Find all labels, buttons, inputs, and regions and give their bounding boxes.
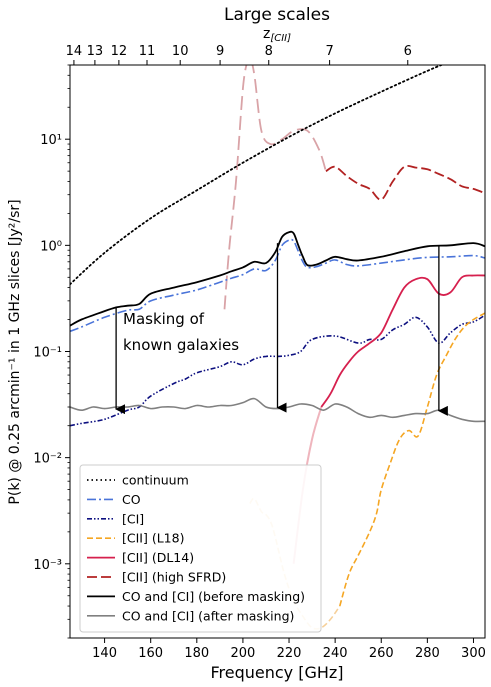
x-tick-label: 220	[277, 646, 302, 661]
x-tick-label: 140	[92, 646, 117, 661]
series-line-continuum	[70, 65, 444, 286]
x-axis-label: Frequency [GHz]	[210, 663, 343, 682]
legend-label-continuum: continuum	[122, 473, 189, 488]
bottom-axis: 140 160 180 200 220 240 260 280 300	[92, 638, 486, 661]
legend-label-co: CO	[122, 492, 141, 507]
top-tick-label: 11	[139, 44, 156, 59]
annotation-line-1: Masking of	[123, 310, 205, 328]
legend-label-cii-high-sfrd: [CII] (high SFRD)	[122, 570, 226, 585]
chart-title: Large scales	[224, 5, 330, 25]
y-tick-label: 10⁻³	[33, 558, 62, 573]
top-tick-label: 9	[216, 44, 224, 59]
y-tick-label: 10⁰	[40, 239, 62, 254]
top-tick-label: 8	[265, 44, 273, 59]
left-axis: 10⁻³ 10⁻² 10⁻¹ 10⁰ 10¹	[33, 64, 70, 639]
series-line-cii-high-sfrd	[325, 164, 485, 201]
series-line-co-and-ci-before-masking	[70, 230, 485, 327]
x-tick-label: 280	[415, 646, 440, 661]
top-axis: 14 13 12 11 10 9 8 7 6	[66, 44, 412, 65]
legend-label-cii-l18: [CII] (L18)	[122, 531, 184, 546]
x-tick-label: 240	[323, 646, 348, 661]
legend: continuum CO [CI] [CII] (L18) [CII] (DL14) [C…	[79, 464, 322, 633]
legend-label-co-and-ci-before-masking: CO and [CI] (before masking)	[122, 589, 305, 604]
y-tick-label: 10⁻¹	[33, 346, 62, 361]
legend-label-cii-dl14: [CII] (DL14)	[122, 550, 194, 565]
x-tick-label: 180	[184, 646, 209, 661]
annotation-line-2: known galaxies	[123, 336, 239, 354]
x-tick-label: 260	[369, 646, 394, 661]
y-tick-label: 10¹	[40, 133, 62, 148]
faded-line-cii-high-sfrd	[223, 65, 327, 310]
legend-label-co-and-ci-after-masking: CO and [CI] (after masking)	[122, 608, 294, 623]
top-tick-label: 6	[404, 44, 412, 59]
top-tick-label: 7	[325, 44, 333, 59]
legend-label-ci: [CI]	[122, 511, 144, 526]
x-tick-label: 300	[461, 646, 486, 661]
top-tick-label: 12	[111, 44, 128, 59]
y-axis-label: P(k) @ 0.25 arcmin⁻¹ in 1 GHz slices [Jy…	[7, 199, 23, 504]
annotation-text: Masking of known galaxies	[123, 310, 239, 354]
top-tick-label: 10	[172, 44, 189, 59]
series-line-cii-l18	[339, 312, 485, 607]
arrows-layer	[115, 243, 448, 416]
top-axis-label: z[CII]	[263, 26, 291, 44]
series-layer	[70, 65, 485, 607]
legend-box	[79, 464, 322, 633]
y-tick-label: 10⁻²	[33, 452, 62, 467]
plot-frame	[69, 64, 486, 639]
top-tick-label: 13	[87, 44, 104, 59]
series-line-co	[70, 238, 485, 333]
series-line-ci	[70, 314, 485, 427]
x-tick-label: 160	[138, 646, 163, 661]
series-line-cii-dl14	[320, 274, 485, 408]
x-tick-label: 200	[231, 646, 256, 661]
top-tick-label: 14	[66, 44, 83, 59]
